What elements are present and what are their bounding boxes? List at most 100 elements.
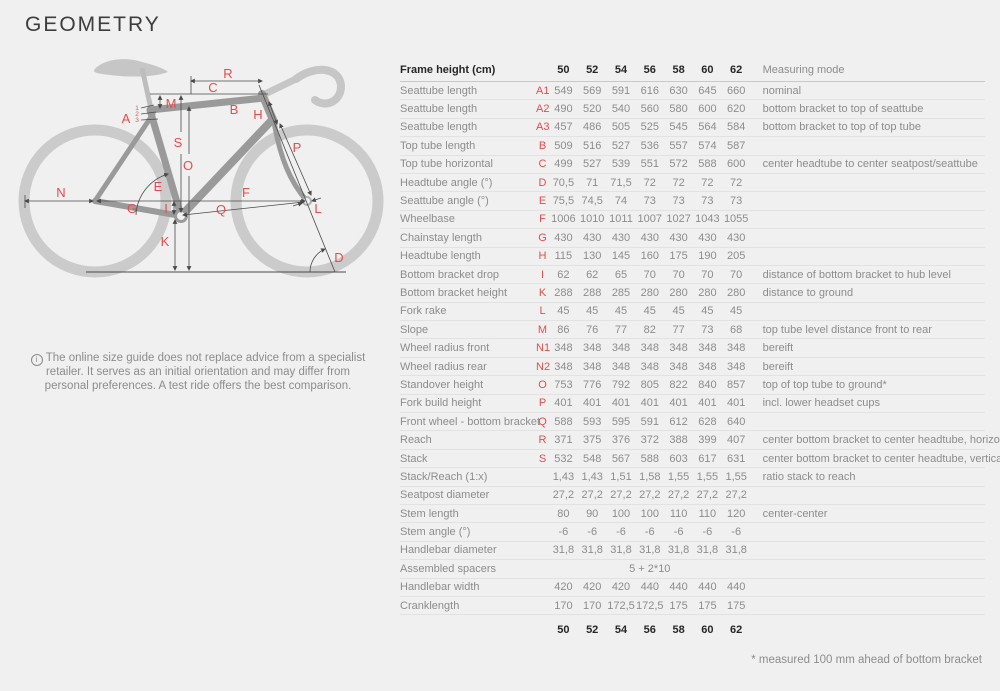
- row-value: 348: [640, 342, 659, 355]
- row-value: 440: [698, 581, 717, 594]
- row-value: 27,2: [725, 489, 747, 502]
- row-measuring-mode: center bottom bracket to center headtube…: [762, 434, 1000, 447]
- row-value: 1,43: [552, 470, 575, 483]
- row-value: 80: [557, 507, 570, 520]
- row-value: 430: [583, 231, 602, 244]
- row-span-value: 5 + 2*10: [629, 562, 671, 575]
- size-footer-cell: 56: [643, 623, 656, 636]
- seatpost: [139, 67, 154, 110]
- row-value: 90: [586, 507, 599, 520]
- row-value: 516: [583, 139, 602, 152]
- row-value: 401: [727, 397, 746, 410]
- row-value: 1,43: [581, 470, 603, 483]
- row-label: Stack: [400, 452, 428, 465]
- row-value: 72: [643, 176, 656, 189]
- table-row: Front wheel - bottom bracket Q 588 593 595 59…: [400, 413, 985, 432]
- row-label: Seatpost diameter: [400, 489, 490, 502]
- row-label: Stem length: [400, 507, 459, 520]
- row-value: 31,8: [725, 544, 747, 557]
- row-value: -6: [731, 526, 742, 539]
- row-label: Wheel radius rear: [400, 360, 487, 373]
- table-row: Seattube length A2 490 520 540 560 580 600 620 bo…: [400, 100, 985, 119]
- row-value: 645: [698, 84, 717, 97]
- row-value: 753: [554, 378, 573, 391]
- row-value: 280: [727, 286, 746, 299]
- geometry-table-body: Seattube length A1 549 569 591 616 630 645 660 no…: [400, 82, 1000, 616]
- row-code: I: [540, 268, 545, 281]
- row-code: L: [539, 305, 546, 318]
- label-headtube-length: H: [253, 107, 262, 122]
- row-value: 175: [698, 599, 717, 612]
- frame-height-header: Frame height (cm): [400, 63, 496, 76]
- row-value: 145: [611, 250, 631, 263]
- row-value: 557: [669, 139, 688, 152]
- table-row: Wheel radius front N1 348 348 348 348 348 348 34…: [400, 339, 985, 358]
- row-value: 628: [698, 415, 717, 428]
- row-value: 100: [611, 507, 631, 520]
- table-row: Seatpost diameter 27,2 27,2 27,2 27,2 27,2 27,…: [400, 487, 985, 505]
- row-value: 348: [698, 342, 717, 355]
- table-row: Stack S 532 548 567 588 603 617 631 center bottom…: [400, 450, 1000, 469]
- table-row: Wheelbase F 1006 1010 1011 1007 1027 1043 1055: [400, 211, 985, 230]
- row-value: 348: [583, 342, 602, 355]
- row-value: 375: [583, 434, 602, 447]
- row-value: 75,5: [552, 195, 575, 208]
- table-row: Slope M 86 76 77 82 77 73 68 top tube level dista…: [400, 321, 985, 340]
- row-value: 532: [554, 452, 573, 465]
- size-column-header: 50: [557, 63, 570, 76]
- row-code: G: [538, 231, 547, 244]
- row-measuring-mode: incl. lower headset cups: [762, 397, 880, 410]
- down-tube: [177, 116, 276, 220]
- row-value: 205: [727, 250, 746, 263]
- row-value: 70: [701, 268, 714, 281]
- row-value: 115: [554, 250, 573, 263]
- row-value: 401: [611, 397, 631, 410]
- footnote: * measured 100 mm ahead of bottom bracke…: [751, 654, 982, 667]
- row-value: 27,2: [696, 489, 719, 502]
- row-measuring-mode: center-center: [762, 507, 828, 520]
- row-value: 110: [698, 507, 717, 520]
- row-value: 348: [669, 342, 688, 355]
- row-value: 285: [611, 286, 631, 299]
- row-value: 45: [643, 305, 656, 318]
- row-label: Headtube length: [400, 250, 481, 263]
- row-value: 31,8: [696, 544, 719, 557]
- table-row: Chainstay length G 430 430 430 430 430 430 430: [400, 229, 985, 248]
- chainstay: [92, 198, 184, 219]
- row-code: N2: [536, 360, 551, 373]
- size-guide-note: i The online size guide does not replace …: [28, 352, 368, 393]
- row-value: 372: [640, 434, 659, 447]
- label-seattube-length: A: [122, 111, 131, 126]
- row-value: 401: [698, 397, 717, 410]
- label-chainstay: G: [127, 201, 137, 216]
- row-value: 73: [730, 195, 743, 208]
- size-footer-cell: 58: [672, 623, 685, 636]
- row-measuring-mode: center bottom bracket to center headtube…: [762, 452, 1000, 465]
- label-front-wheel-bb: Q: [216, 202, 226, 217]
- row-value: 805: [640, 378, 659, 391]
- row-value: 440: [669, 581, 688, 594]
- row-value: 509: [554, 139, 573, 152]
- row-value: 170: [583, 599, 602, 612]
- row-value: 100: [640, 507, 659, 520]
- label-standover: O: [183, 158, 193, 173]
- row-value: 640: [727, 415, 746, 428]
- row-measuring-mode: nominal: [762, 84, 802, 97]
- row-value: 1027: [666, 213, 691, 226]
- row-label: Fork build height: [400, 397, 482, 410]
- row-value: 822: [669, 378, 688, 391]
- row-value: 288: [554, 286, 573, 299]
- row-value: 27,2: [552, 489, 575, 502]
- row-value: 280: [669, 286, 688, 299]
- row-value: 1055: [723, 213, 749, 226]
- row-value: 545: [669, 121, 688, 134]
- label-seattube-angle: E: [154, 179, 163, 194]
- row-value: -6: [644, 526, 655, 539]
- row-value: 430: [727, 231, 746, 244]
- row-value: 1,55: [725, 470, 747, 483]
- size-footer-cell: 62: [730, 623, 743, 636]
- row-value: 457: [554, 121, 573, 134]
- row-value: 62: [586, 268, 599, 281]
- row-value: 371: [554, 434, 573, 447]
- row-measuring-mode: distance of bottom bracket to hub level: [762, 268, 951, 281]
